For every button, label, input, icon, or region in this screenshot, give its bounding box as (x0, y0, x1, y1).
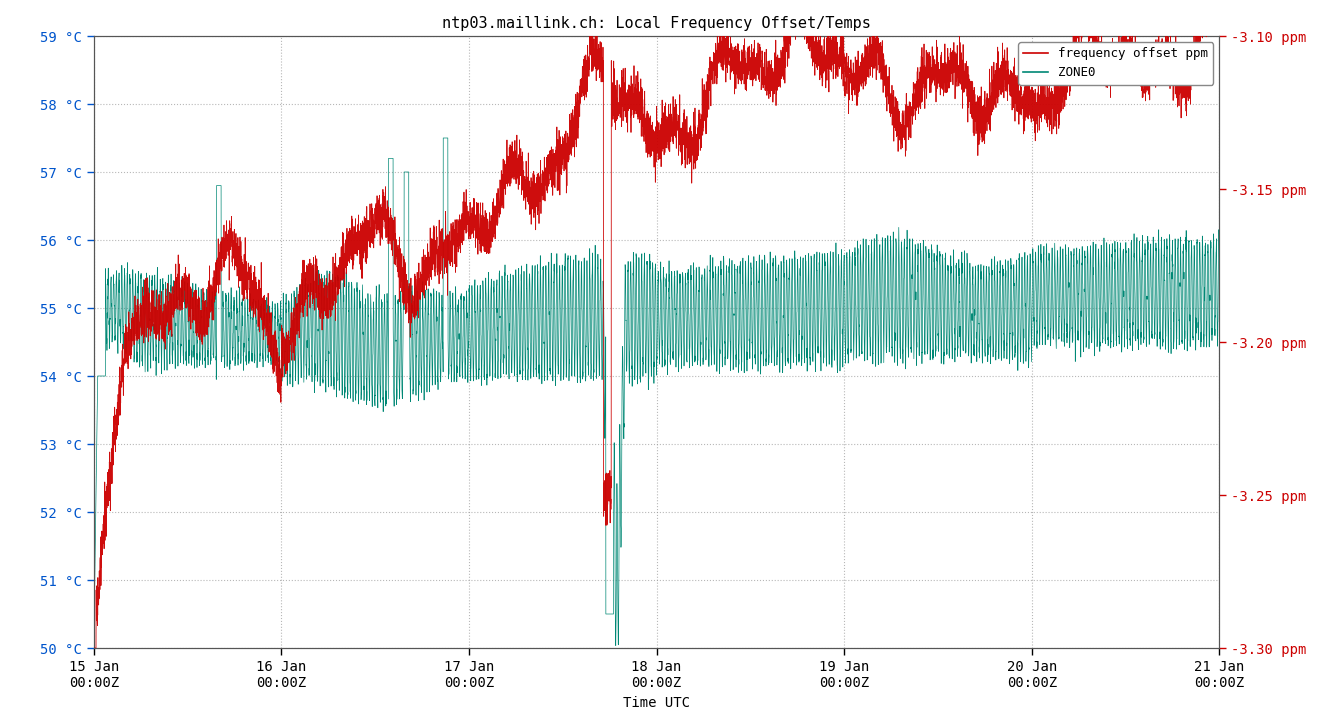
Legend: frequency offset ppm, ZONE0: frequency offset ppm, ZONE0 (1018, 42, 1213, 84)
Title: ntp03.maillink.ch: Local Frequency Offset/Temps: ntp03.maillink.ch: Local Frequency Offse… (442, 16, 871, 31)
X-axis label: Time UTC: Time UTC (623, 696, 690, 710)
